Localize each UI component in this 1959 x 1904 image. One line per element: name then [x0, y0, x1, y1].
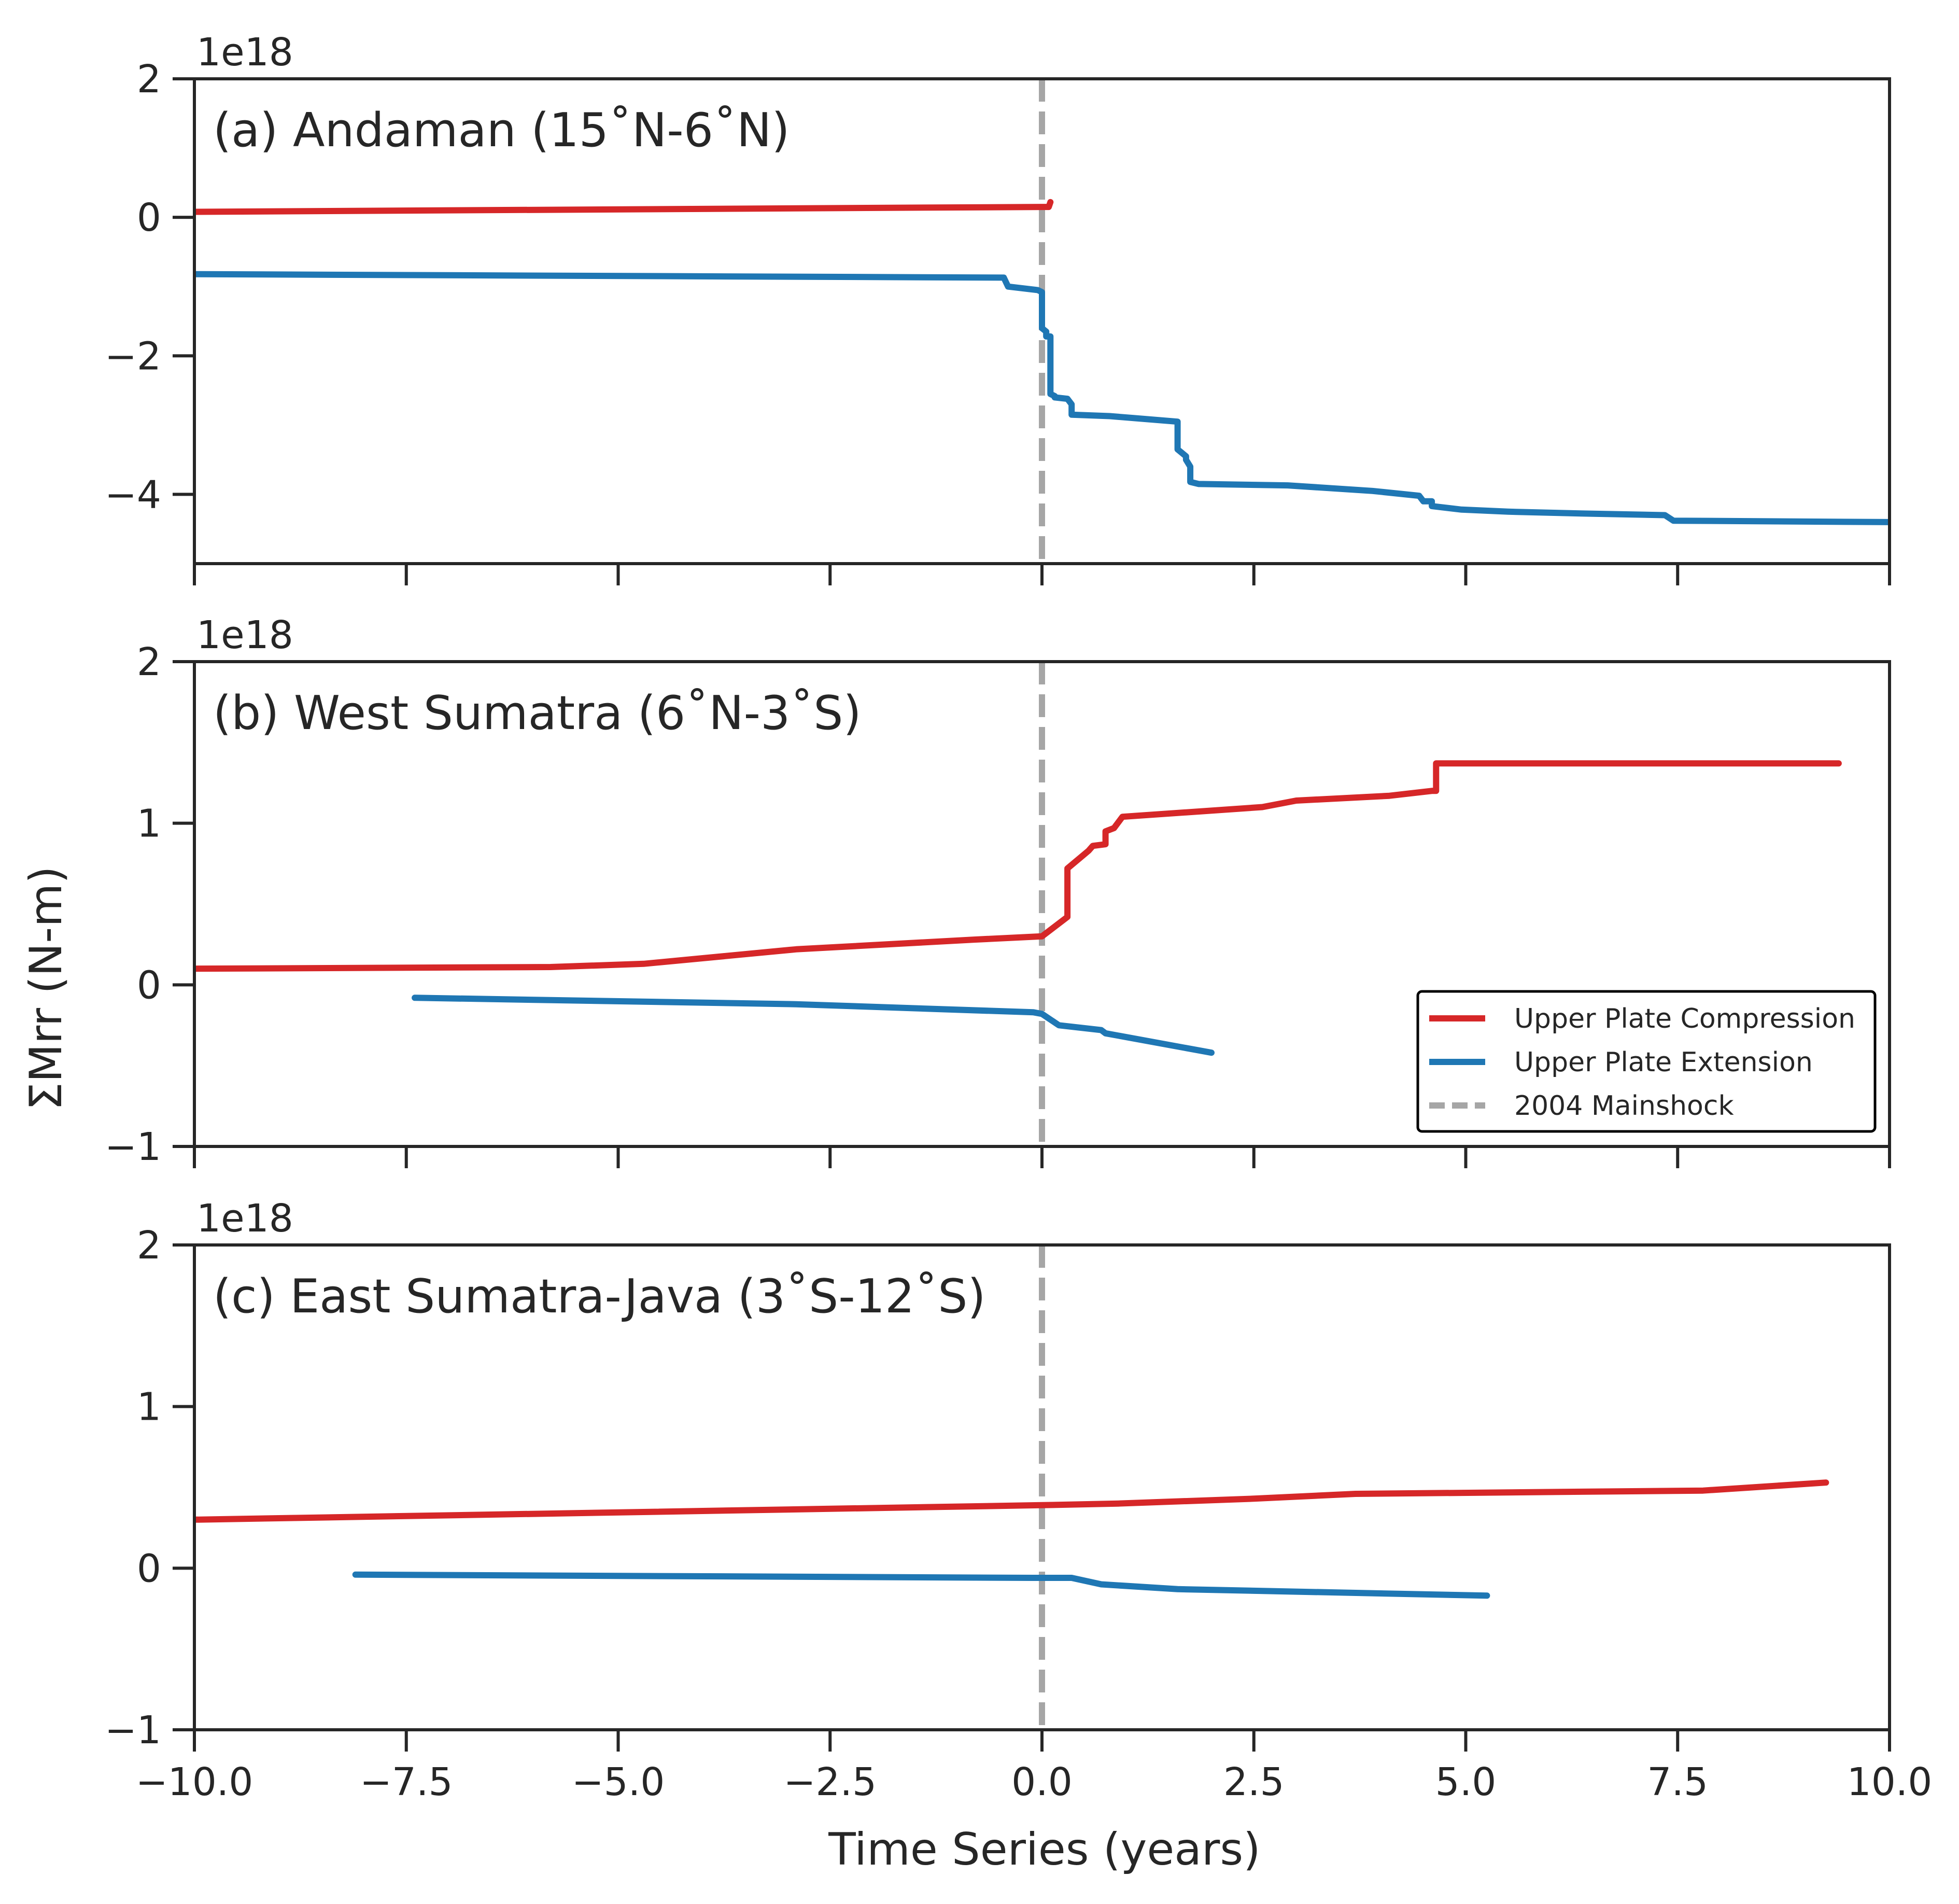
series-group [194, 760, 1842, 1056]
y-tick-label: 2 [137, 640, 161, 684]
x-tick-label: −10.0 [136, 1760, 253, 1804]
panel-title: (a) Andaman (15˚N-6˚N) [213, 103, 790, 158]
y-tick-label: −4 [105, 472, 161, 517]
x-tick-label: −5.0 [572, 1760, 665, 1804]
panel-2: −1 0 1 2 1e18 (b) West Sumatra (6˚N-3˚S) [105, 613, 1891, 1169]
panel-title: (c) East Sumatra-Java (3˚S-12˚S) [213, 1269, 986, 1324]
legend-box [1416, 990, 1877, 1133]
y-tick-label: 2 [137, 1223, 161, 1268]
y-axis-title: ΣMrr (N-m) [20, 866, 72, 1110]
y-tick-label: −1 [105, 1125, 161, 1169]
x-tick-label: −2.5 [783, 1760, 877, 1804]
y-tick-label: 0 [137, 1546, 161, 1591]
legend-label: Upper Plate Compression [1514, 1003, 1855, 1034]
y-tick-label: −2 [105, 334, 161, 379]
compression-series-line [194, 199, 1054, 215]
y-offset-label: 1e18 [196, 30, 293, 75]
x-tick-label: −7.5 [360, 1760, 453, 1804]
x-axis-title: Time Series (years) [828, 1824, 1260, 1875]
legend: Upper Plate Compression Upper Plate Exten… [1416, 990, 1877, 1133]
y-tick-label: 0 [137, 195, 161, 240]
y-offset-label: 1e18 [196, 1196, 293, 1241]
panels: −4 −2 0 2 1e18 (a) Andaman (15˚N-6˚N) −1 0 1 2 1e1… [105, 30, 1932, 1804]
x-tick-label: 5.0 [1435, 1760, 1497, 1804]
x-tick-label: 7.5 [1647, 1760, 1708, 1804]
y-offset-label: 1e18 [196, 613, 293, 657]
x-tick-label: 10.0 [1847, 1760, 1933, 1804]
panel-title: (b) West Sumatra (6˚N-3˚S) [213, 686, 862, 740]
y-tick-label: 2 [137, 57, 161, 102]
x-tick-label: 0.0 [1011, 1760, 1073, 1804]
extension-series-line [352, 1571, 1490, 1599]
panel-1: −4 −2 0 2 1e18 (a) Andaman (15˚N-6˚N) [105, 30, 1891, 585]
legend-label: Upper Plate Extension [1514, 1047, 1813, 1078]
y-tick-label: 1 [137, 1385, 161, 1430]
y-tick-label: 1 [137, 802, 161, 846]
y-tick-label: −1 [105, 1708, 161, 1753]
extension-series-line [412, 995, 1215, 1056]
series-group [194, 1479, 1829, 1599]
legend-label: 2004 Mainshock [1514, 1090, 1734, 1122]
compression-series-line [194, 760, 1842, 972]
panel-3: −10.0 −7.5 −5.0 −2.5 0.0 2.5 5.0 7.5 10.0 −1 0 1 2 1e… [105, 1196, 1932, 1804]
extension-series-line [194, 271, 1890, 525]
y-tick-label: 0 [137, 963, 161, 1007]
series-group [194, 199, 1890, 525]
x-tick-label: 2.5 [1223, 1760, 1285, 1804]
compression-series-line [194, 1479, 1829, 1523]
